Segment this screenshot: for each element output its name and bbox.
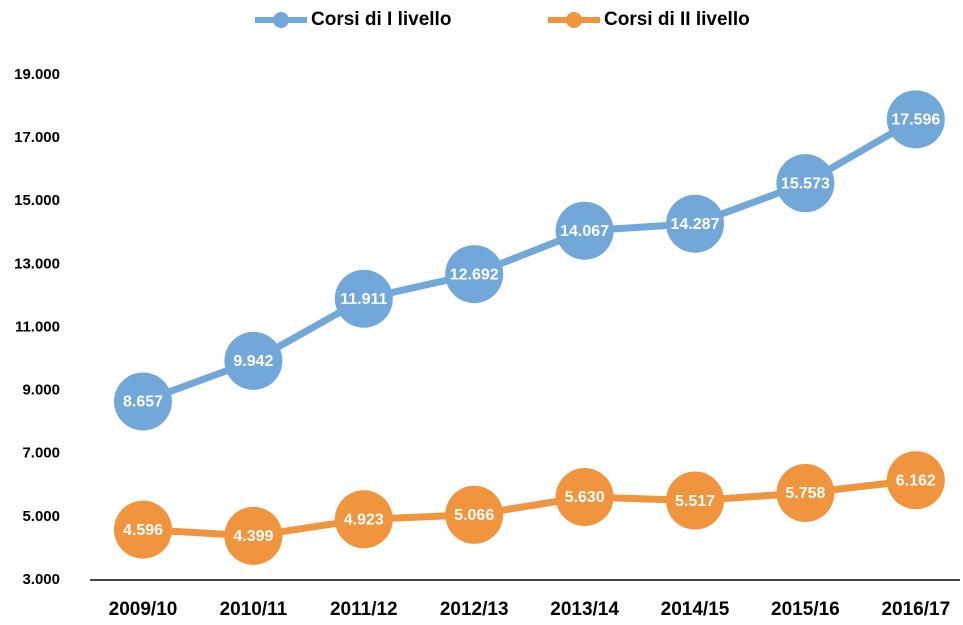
data-label: 15.573	[781, 175, 830, 192]
x-tick-label: 2010/11	[220, 599, 288, 620]
legend-marker	[566, 12, 582, 28]
data-label: 14.287	[671, 216, 720, 233]
legend-label: Corsi di II livello	[604, 9, 750, 30]
point	[114, 372, 172, 431]
y-tick-label: 15.000	[14, 192, 60, 209]
data-label: 4.923	[344, 512, 384, 529]
point	[114, 500, 172, 559]
point	[886, 90, 945, 149]
y-tick-label: 17.000	[14, 129, 60, 146]
x-tick-label: 2009/10	[109, 599, 178, 620]
data-label: 6.162	[896, 472, 936, 489]
y-tick-label: 9.000	[22, 382, 60, 399]
data-label: 5.630	[565, 489, 605, 506]
point	[224, 331, 283, 390]
y-tick-label: 13.000	[14, 255, 60, 272]
y-tick-label: 7.000	[22, 445, 60, 462]
x-tick-label: 2015/16	[771, 599, 840, 620]
data-label: 14.067	[560, 223, 609, 240]
point	[666, 471, 724, 530]
point	[666, 194, 724, 253]
data-label: 12.692	[450, 266, 499, 283]
x-tick-label: 2016/17	[881, 599, 950, 620]
x-tick-label: 2011/12	[330, 599, 398, 620]
point	[445, 485, 504, 544]
data-label: 5.758	[785, 485, 825, 502]
data-label: 4.399	[233, 528, 273, 545]
data-label: 5.066	[454, 507, 494, 524]
point	[224, 506, 283, 565]
y-tick-label: 19.000	[14, 66, 60, 83]
point	[776, 154, 835, 213]
y-tick-label: 3.000	[22, 571, 60, 588]
point	[555, 467, 614, 526]
data-label: 9.942	[233, 353, 273, 370]
point	[334, 490, 393, 549]
y-tick-label: 5.000	[22, 508, 60, 525]
data-label: 5.517	[675, 493, 715, 510]
data-label: 17.596	[891, 112, 940, 129]
x-tick-label: 2013/14	[550, 599, 619, 620]
legend-label: Corsi di I livello	[311, 9, 451, 30]
x-tick-label: 2012/13	[440, 599, 509, 620]
point	[776, 463, 835, 522]
data-label: 8.657	[123, 394, 163, 411]
point	[334, 269, 393, 328]
y-tick-label: 11.000	[15, 318, 60, 335]
legend-marker	[273, 12, 289, 28]
x-tick-label: 2014/15	[661, 599, 730, 620]
point	[445, 245, 504, 304]
point	[886, 451, 945, 510]
data-label: 11.911	[340, 291, 387, 308]
point	[555, 201, 614, 260]
data-label: 4.596	[123, 522, 163, 539]
